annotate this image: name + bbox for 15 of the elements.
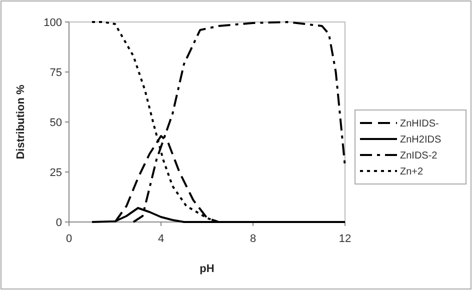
legend-label: ZnHIDS- <box>400 118 439 130</box>
x-tick-label: 12 <box>338 233 352 245</box>
y-tick-label: 25 <box>50 166 62 179</box>
x-axis-title: pH <box>200 263 214 275</box>
legend-label: Zn+2 <box>400 166 424 178</box>
y-tick-label: 75 <box>50 66 62 79</box>
x-tick-label: 0 <box>66 233 72 245</box>
y-tick-label: 0 <box>56 216 62 229</box>
x-tick-label: 4 <box>158 233 164 245</box>
x-tick-label: 8 <box>250 233 256 245</box>
y-tick-label: 100 <box>44 16 62 29</box>
legend-label: ZnIDS-2 <box>400 150 438 162</box>
legend-label: ZnH2IDS <box>400 134 442 146</box>
y-axis-title: Distribution % <box>15 84 27 160</box>
y-tick-label: 50 <box>50 116 62 129</box>
